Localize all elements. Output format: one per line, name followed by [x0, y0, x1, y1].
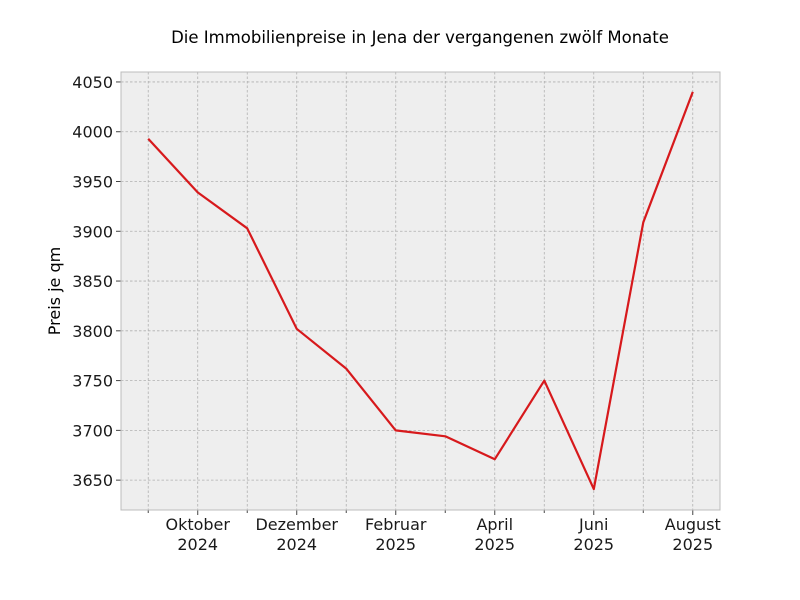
y-tick-label: 3750 [72, 372, 113, 391]
y-tick-label: 3700 [72, 421, 113, 440]
x-tick-labels: Oktober2024Dezember2024Februar2025April2… [165, 515, 720, 554]
x-tick-label-month: Februar [365, 515, 427, 534]
x-tick-label-month: August [665, 515, 721, 534]
x-tick-label-year: 2025 [474, 535, 515, 554]
y-tick-label: 4050 [72, 73, 113, 92]
y-tick-label: 3900 [72, 222, 113, 241]
x-tick-label-month: Oktober [165, 515, 230, 534]
y-tick-label: 3800 [72, 322, 113, 341]
x-tick-label-year: 2025 [573, 535, 614, 554]
y-tick-label: 3650 [72, 471, 113, 490]
x-tick-label-year: 2024 [276, 535, 317, 554]
plot-border [120, 71, 721, 511]
series-line [147, 91, 694, 491]
x-tick-label-year: 2024 [177, 535, 218, 554]
chart-title: Die Immobilienpreise in Jena der vergang… [171, 28, 669, 47]
y-tick-label: 4000 [72, 123, 113, 142]
x-tick-label-month: April [476, 515, 513, 534]
series-group [147, 91, 694, 491]
y-axis-label: Preis je qm [45, 247, 64, 335]
x-tick-label-year: 2025 [672, 535, 713, 554]
x-tick-label-month: Juni [578, 515, 608, 534]
x-tick-label-year: 2025 [375, 535, 416, 554]
y-tick-labels: 3650 3700 3750 3800 3850 3900 3950 4000 4050 [72, 73, 113, 490]
y-tick-label: 3950 [72, 173, 113, 192]
x-tick-label-month: Dezember [255, 515, 338, 534]
plot-area [121, 72, 720, 510]
y-tick-label: 3850 [72, 272, 113, 291]
